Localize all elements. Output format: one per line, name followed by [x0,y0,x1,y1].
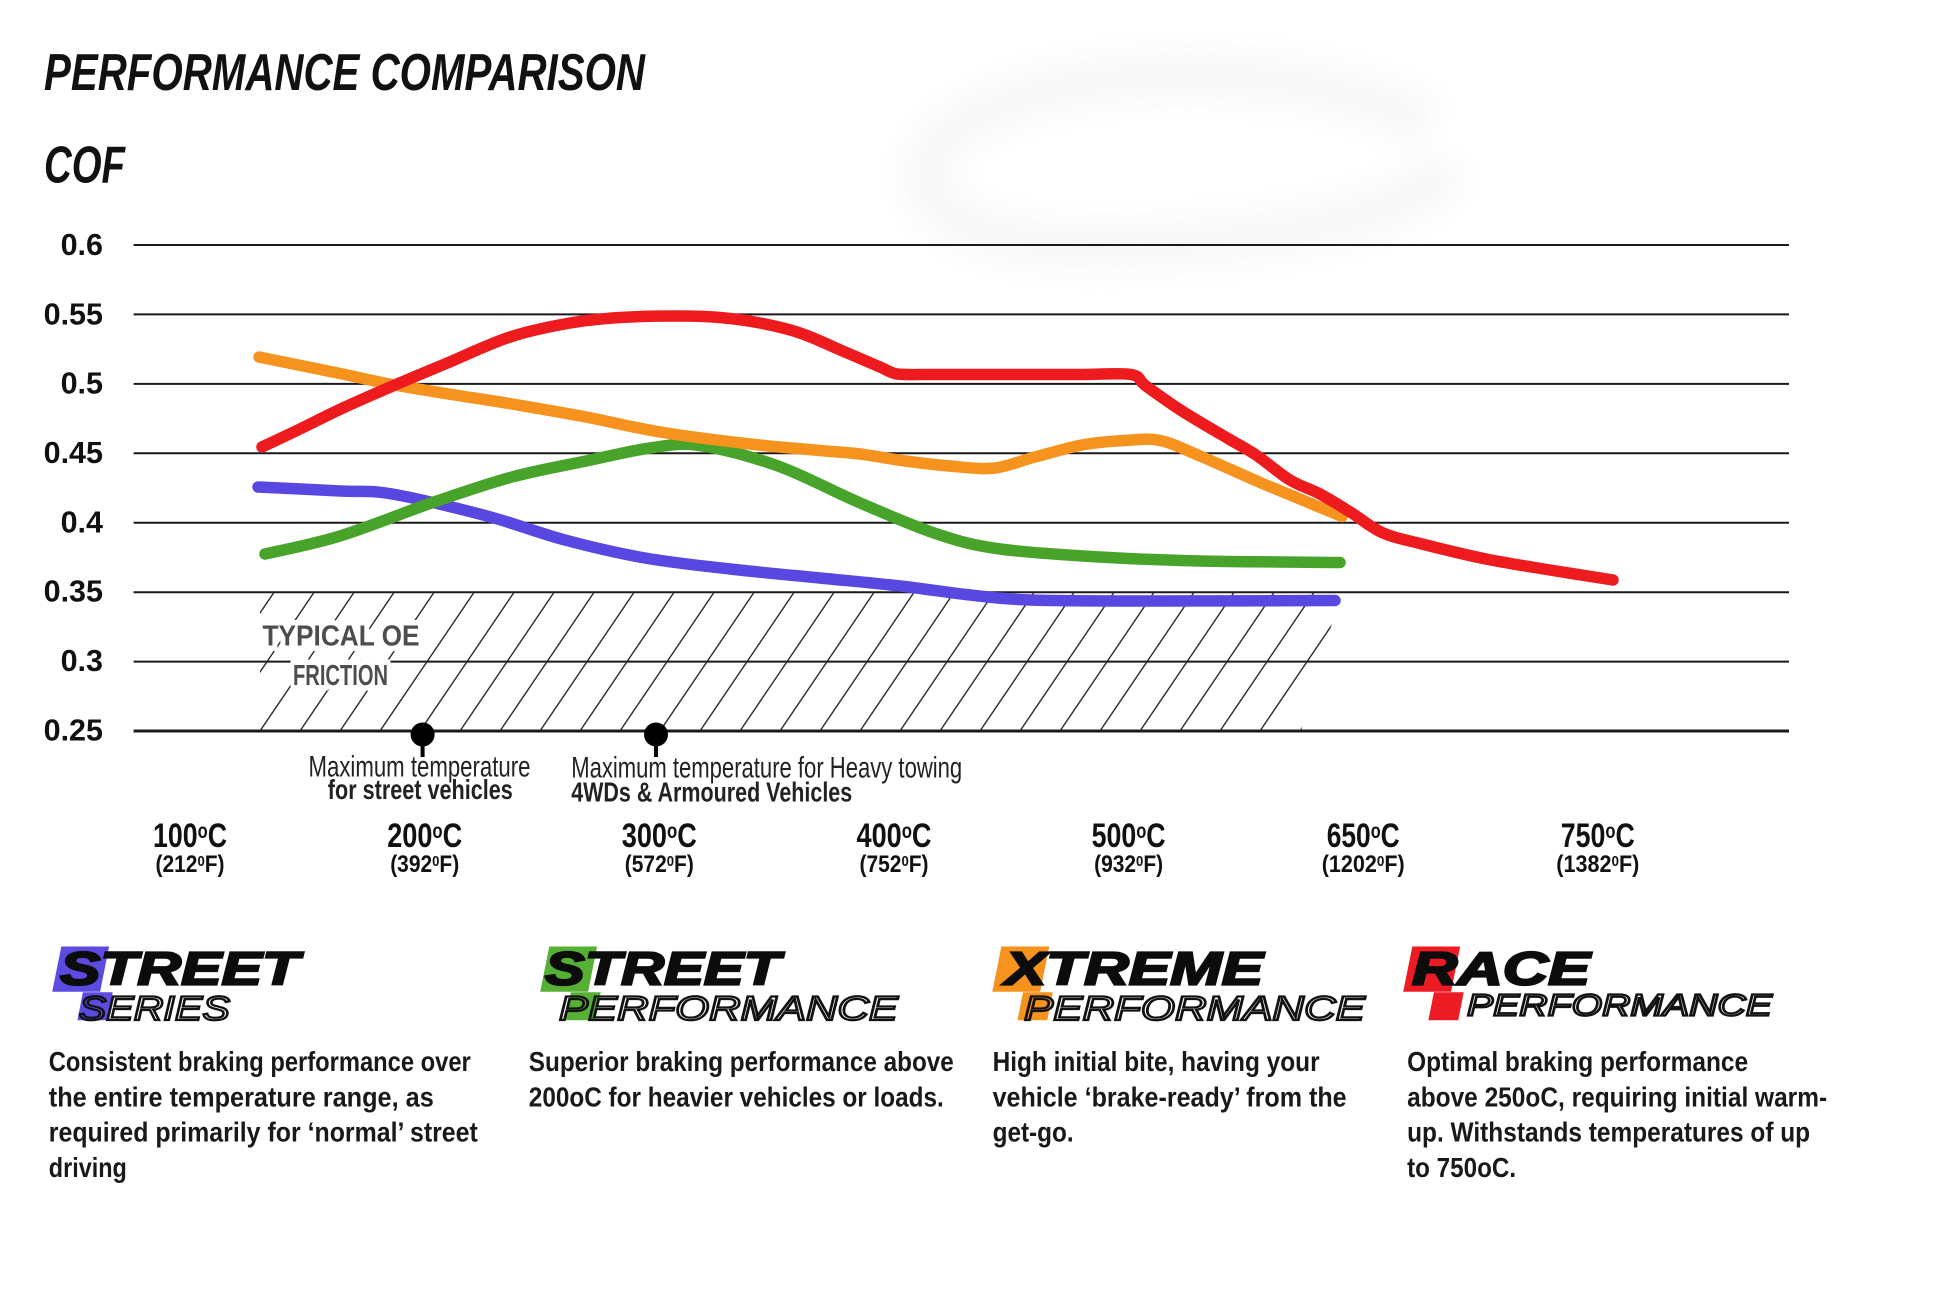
svg-text:TYPICAL OE: TYPICAL OE [263,621,420,653]
svg-text:100oC: 100oC [153,817,227,855]
svg-text:(9320F): (9320F) [1094,851,1163,878]
svg-text:Maximum temperature: Maximum temperature [309,750,531,783]
svg-text:COF: COF [44,137,126,195]
svg-text:vehicle ‘brake-ready’ from the: vehicle ‘brake-ready’ from the [993,1081,1347,1112]
svg-text:0.45: 0.45 [44,436,103,470]
svg-text:(3920F): (3920F) [390,851,459,878]
svg-text:400oC: 400oC [857,817,932,855]
svg-text:(7520F): (7520F) [860,851,929,878]
svg-text:PERFORMANCE: PERFORMANCE [1024,990,1365,1028]
svg-text:500oC: 500oC [1092,817,1166,855]
svg-text:(13820F): (13820F) [1556,851,1639,878]
svg-text:300oC: 300oC [622,817,697,855]
svg-text:required primarily for ‘normal: required primarily for ‘normal’ street [49,1117,478,1148]
svg-text:0.4: 0.4 [61,505,103,539]
svg-text:0.25: 0.25 [44,713,103,747]
svg-text:above 250oC, requiring initial: above 250oC, requiring initial warm- [1407,1081,1827,1112]
svg-text:High initial bite, having your: High initial bite, having your [993,1046,1320,1077]
svg-text:0.55: 0.55 [44,297,103,331]
svg-text:STREET: STREET [60,943,304,995]
svg-text:200oC: 200oC [387,817,462,855]
svg-text:(5720F): (5720F) [625,851,694,878]
svg-text:(2120F): (2120F) [156,851,225,878]
svg-text:Maximum temperature for Heavy: Maximum temperature for Heavy towing [571,751,962,784]
svg-text:PERFORMANCE COMPARISON: PERFORMANCE COMPARISON [44,44,646,102]
svg-text:FRICTION: FRICTION [293,660,388,692]
svg-text:0.5: 0.5 [61,367,103,401]
svg-text:750oC: 750oC [1561,817,1635,855]
svg-text:PERFORMANCE: PERFORMANCE [1467,988,1772,1023]
svg-text:driving: driving [49,1152,127,1183]
svg-text:for street vehicles: for street vehicles [328,774,513,805]
svg-text:200oC for heavier vehicles or: 200oC for heavier vehicles or loads. [529,1081,944,1112]
svg-text:get-go.: get-go. [993,1117,1074,1148]
svg-text:0.35: 0.35 [44,575,103,609]
svg-text:up. Withstands temperatures of: up. Withstands temperatures of up [1407,1117,1810,1148]
svg-text:(12020F): (12020F) [1322,851,1405,878]
svg-text:STREET: STREET [545,943,785,995]
svg-text:SERIES: SERIES [79,990,230,1028]
svg-text:the entire temperature range,: the entire temperature range, as [49,1081,434,1112]
svg-text:Consistent braking performance: Consistent braking performance over [49,1046,471,1077]
svg-text:RACE: RACE [1412,943,1592,995]
svg-text:Superior braking performance a: Superior braking performance above [529,1046,954,1077]
svg-text:to 750oC.: to 750oC. [1407,1152,1516,1183]
svg-text:XTREME: XTREME [1001,943,1265,995]
svg-text:650oC: 650oC [1327,817,1400,855]
svg-text:4WDs & Armoured Vehicles: 4WDs & Armoured Vehicles [571,776,852,807]
svg-text:0.3: 0.3 [61,644,103,678]
svg-text:Optimal braking performance: Optimal braking performance [1407,1046,1748,1077]
svg-text:0.6: 0.6 [61,228,103,262]
svg-text:PERFORMANCE: PERFORMANCE [559,990,898,1028]
